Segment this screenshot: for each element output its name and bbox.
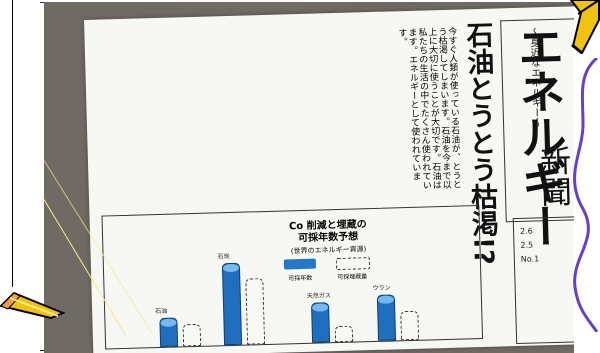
bar-years (376, 293, 397, 341)
chart-subtitle: (世界のエネルギー資源) (290, 245, 367, 256)
category-label: 石炭 (217, 253, 230, 261)
pencil-right-icon (569, 0, 600, 54)
issue-date-2: 2.5 (520, 240, 534, 250)
category-label: 天然ガス (306, 291, 331, 300)
bar-years-cap (377, 294, 395, 304)
bar-reserves (245, 278, 266, 345)
bar-reserves (334, 325, 354, 343)
bar-years (221, 263, 243, 346)
photo: エネルギー 〜身近なエネルギー〜 新聞 2.6 2.5 No.1 石油とうとう枯… (44, 2, 574, 353)
issue-date-1: 2.6 (519, 226, 533, 236)
frame-left-line (12, 0, 13, 287)
chart-title-line-1: Co 削減と埋蔵の (288, 219, 367, 233)
bar-years-cap (312, 302, 329, 312)
resource-chart: Co 削減と埋蔵の 可採年数予想 (世界のエネルギー資源) 可採年数 可採埋蔵量… (101, 205, 484, 350)
category-label: 石油 (155, 307, 168, 316)
purple-wave-border-icon (573, 58, 599, 332)
legend-label-years: 可採年数 (288, 274, 313, 283)
newspaper-paper: エネルギー 〜身近なエネルギー〜 新聞 2.6 2.5 No.1 石油とうとう枯… (84, 6, 574, 353)
chart-title: Co 削減と埋蔵の 可採年数予想 (283, 219, 374, 246)
bar-years (310, 301, 331, 343)
bar-years-cap (160, 318, 177, 328)
legend-swatch-years (283, 258, 317, 270)
issue-number: No.1 (520, 254, 540, 264)
legend-label-reserves: 可採埋蔵量 (337, 273, 368, 282)
category-label: ウラン (372, 284, 391, 292)
article: 石油とうとう枯渇!? 今すぐ人類が使っている石油が、とうとう枯渇してしまいます。… (118, 21, 499, 266)
chart-title-line-2: 可採年数予想 (298, 231, 359, 245)
newspaper-subtitle: 〜身近なエネルギー〜 (527, 27, 542, 128)
bar-years-cap (222, 264, 240, 273)
bar-reserves (400, 310, 420, 341)
bar-years (159, 317, 179, 347)
article-body: 今すぐ人類が使っている石油が、とうとう枯渇してしまいます。石油を今まで以上に大切… (396, 26, 461, 190)
pencil-left-icon (0, 291, 66, 319)
chart-legend: 可採年数 可採埋蔵量 (283, 257, 385, 284)
bar-reserves (182, 323, 202, 347)
legend-swatch-reserves (335, 257, 371, 271)
